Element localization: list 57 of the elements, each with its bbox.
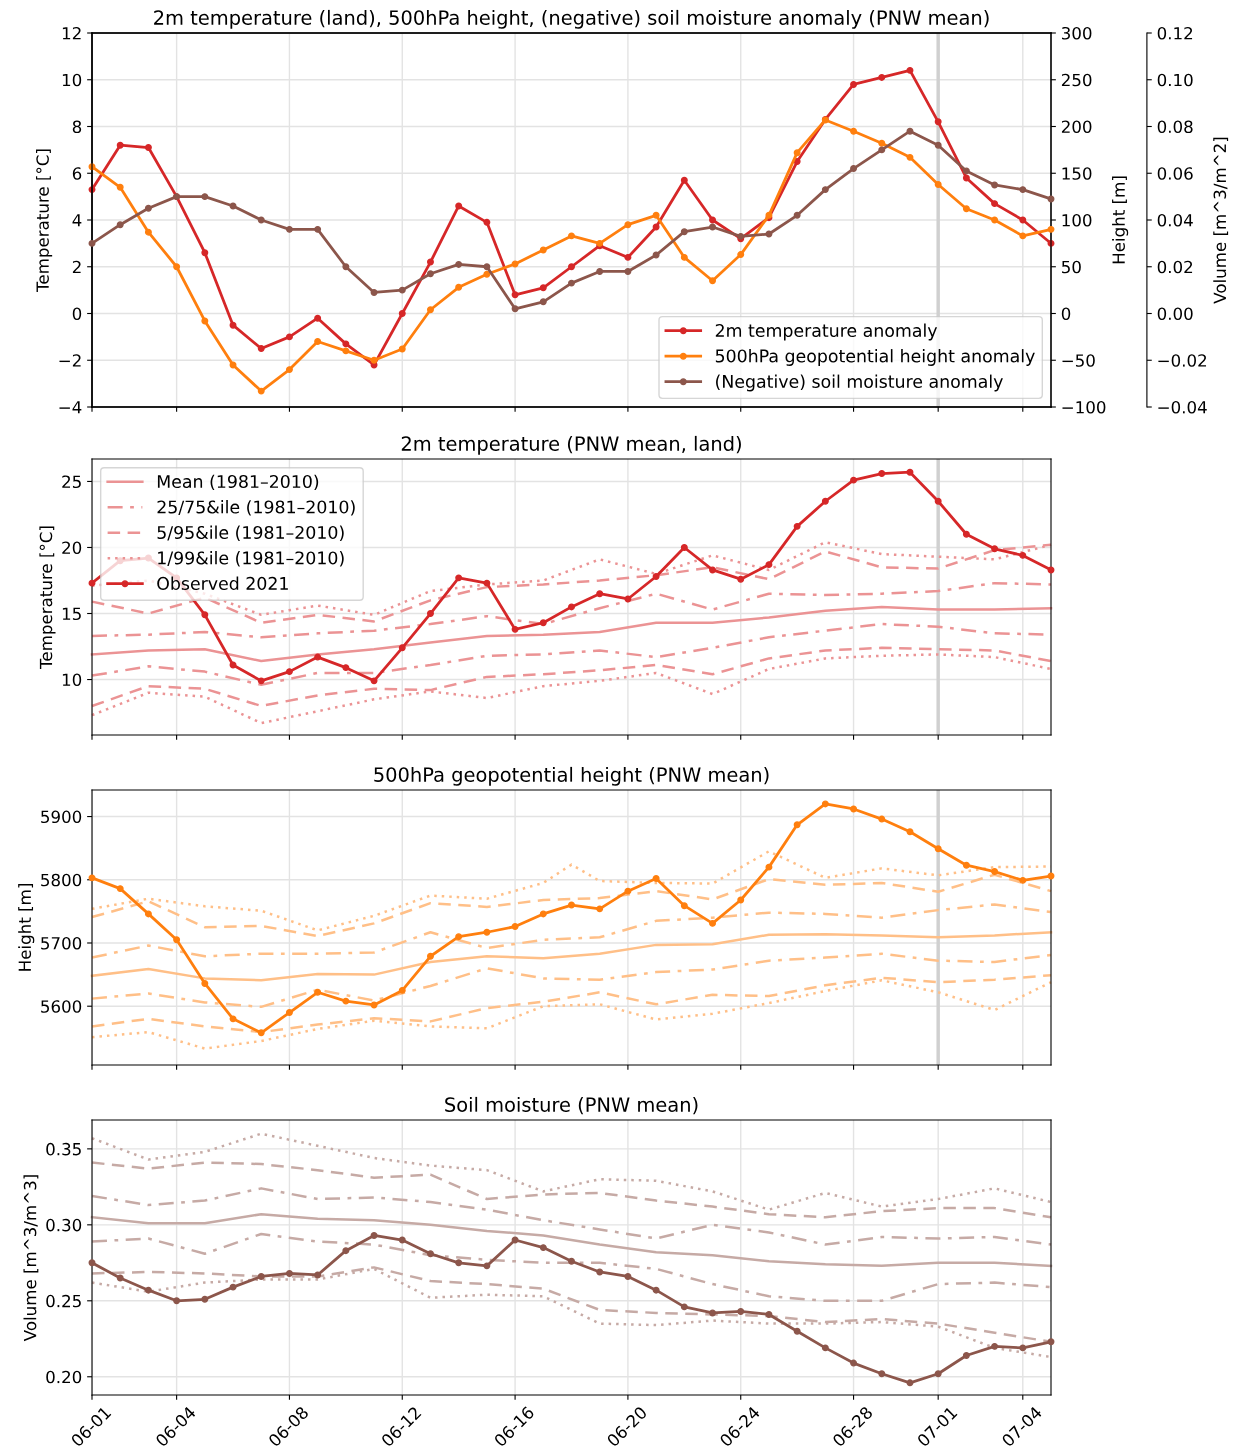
y-tick-label: 0 xyxy=(72,307,82,321)
legend-label: 500hPa geopotential height anomaly xyxy=(715,349,1035,366)
y3-tick-label: −0.02 xyxy=(1158,354,1207,367)
y-axis-title: Temperature [°C] xyxy=(39,526,56,669)
y2-tick-label: 250 xyxy=(1061,73,1092,87)
legend-label: 5/95&ile (1981–2010) xyxy=(157,525,344,542)
y3-axis-title: Volume [m^3/m^2] xyxy=(1213,137,1229,304)
y2-tick-label: −50 xyxy=(1062,354,1095,367)
y-tick-label: 10 xyxy=(62,673,82,687)
y-tick-label: 25 xyxy=(62,475,81,489)
y-tick-label: 15 xyxy=(62,607,81,621)
legend-label: Observed 2021 xyxy=(157,576,288,590)
legend-label: 2m temperature anomaly xyxy=(715,323,938,341)
y-tick-label: 5600 xyxy=(41,1000,82,1013)
legend-label: Mean (1981–2010) xyxy=(157,474,319,491)
y-tick-label: 0.35 xyxy=(46,1142,81,1156)
y3-tick-label: 0.04 xyxy=(1157,213,1193,227)
y-tick-label: 6 xyxy=(72,167,82,180)
y-tick-label: 2 xyxy=(72,260,81,274)
y2-tick-label: 150 xyxy=(1062,167,1092,180)
y-tick-label: 8 xyxy=(72,120,82,134)
y-axis-title: Volume [m^3/m^3] xyxy=(23,1175,39,1342)
y2-tick-label: 0 xyxy=(1061,307,1071,321)
y-axis-title: Temperature [°C] xyxy=(36,149,53,292)
y-tick-label: 0.20 xyxy=(46,1370,82,1384)
y2-tick-label: 200 xyxy=(1061,120,1092,134)
y-tick-label: 5900 xyxy=(41,810,82,824)
y-tick-label: −4 xyxy=(59,401,82,414)
y3-tick-label: 0.08 xyxy=(1157,120,1193,134)
legend-label: (Negative) soil moisture anomaly xyxy=(716,374,1003,392)
y-axis-title: Height [m] xyxy=(18,884,35,971)
chart-title: 500hPa geopotential height (PNW mean) xyxy=(374,766,769,786)
y-tick-label: 0.25 xyxy=(46,1294,81,1308)
y3-tick-label: −0.04 xyxy=(1158,400,1207,414)
y2-axis-title: Height [m] xyxy=(1112,176,1129,264)
y3-tick-label: 0.02 xyxy=(1157,260,1193,274)
y-tick-label: 10 xyxy=(62,73,82,87)
chart-title: 2m temperature (land), 500hPa height, (negative) soil moisture anomaly (PNW mean) xyxy=(154,9,989,29)
legend-label: 25/75&ile (1981–2010) xyxy=(157,500,355,516)
y2-tick-label: −100 xyxy=(1062,400,1106,414)
y2-tick-label: 100 xyxy=(1062,213,1092,227)
y-tick-label: 4 xyxy=(72,214,82,227)
y-tick-label: −2 xyxy=(59,354,81,367)
chart-title: 2m temperature (PNW mean, land) xyxy=(401,435,741,455)
y3-tick-label: 0.12 xyxy=(1157,26,1193,40)
y3-tick-label: 0.06 xyxy=(1157,167,1193,180)
y2-tick-label: 50 xyxy=(1062,260,1081,274)
y3-tick-label: 0.10 xyxy=(1157,73,1193,87)
y-tick-label: 5700 xyxy=(41,936,82,950)
y-tick-label: 20 xyxy=(62,541,82,555)
y-tick-label: 12 xyxy=(62,26,81,40)
y2-tick-label: 300 xyxy=(1061,26,1092,40)
y-tick-label: 0.30 xyxy=(46,1218,82,1232)
y3-tick-label: 0.00 xyxy=(1157,307,1193,321)
y-tick-label: 5800 xyxy=(41,873,82,887)
chart-title: Soil moisture (PNW mean) xyxy=(445,1096,698,1115)
legend-label: 1/99&ile (1981–2010) xyxy=(158,551,344,567)
